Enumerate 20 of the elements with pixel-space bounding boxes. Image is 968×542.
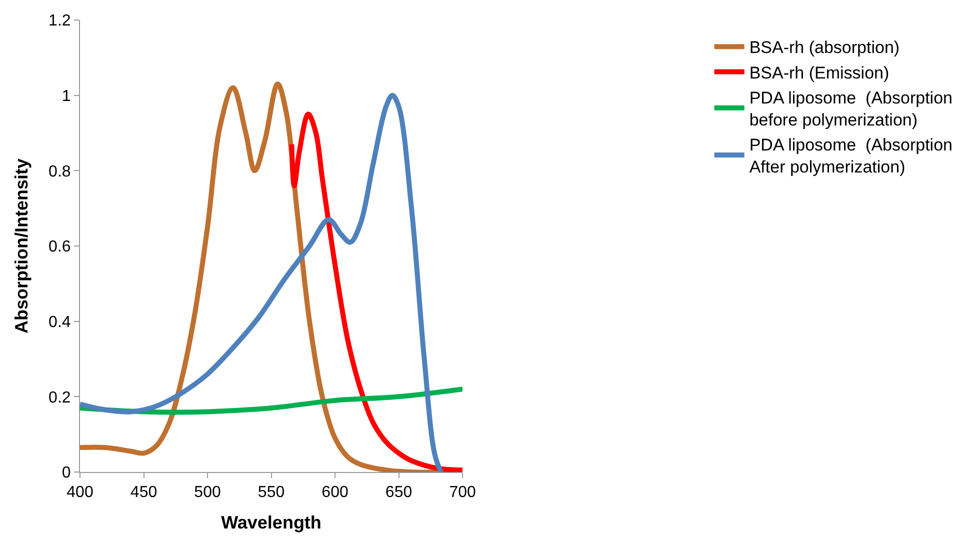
x-tick-label: 600 bbox=[322, 484, 348, 502]
x-tick-label: 500 bbox=[194, 484, 221, 502]
y-tick-label: 1.2 bbox=[48, 12, 71, 30]
x-tick-label: 700 bbox=[449, 484, 476, 502]
legend-label: BSA-rh (Emission) bbox=[749, 63, 890, 82]
x-tick-label: 550 bbox=[258, 484, 285, 502]
x-axis-title: Wavelength bbox=[221, 512, 322, 532]
legend-label: PDA liposome (Absorption before polymerization) bbox=[749, 88, 952, 130]
x-tick-label: 650 bbox=[385, 484, 412, 502]
y-tick-label: 0 bbox=[62, 464, 71, 482]
y-tick-label: 0.6 bbox=[48, 238, 71, 256]
legend-label: BSA-rh (absorption) bbox=[749, 38, 900, 58]
y-axis-title: Absorption/Intensity bbox=[12, 158, 32, 334]
x-tick-label: 450 bbox=[130, 484, 158, 502]
y-tick-label: 0.8 bbox=[48, 163, 71, 180]
y-tick-label: 0.4 bbox=[48, 314, 71, 331]
x-tick-label: 400 bbox=[66, 484, 94, 502]
y-tick-label: 1 bbox=[62, 88, 71, 105]
y-tick-label: 0.2 bbox=[48, 389, 71, 406]
legend-label: PDA liposome (Absorption After polymerization) bbox=[749, 136, 952, 177]
